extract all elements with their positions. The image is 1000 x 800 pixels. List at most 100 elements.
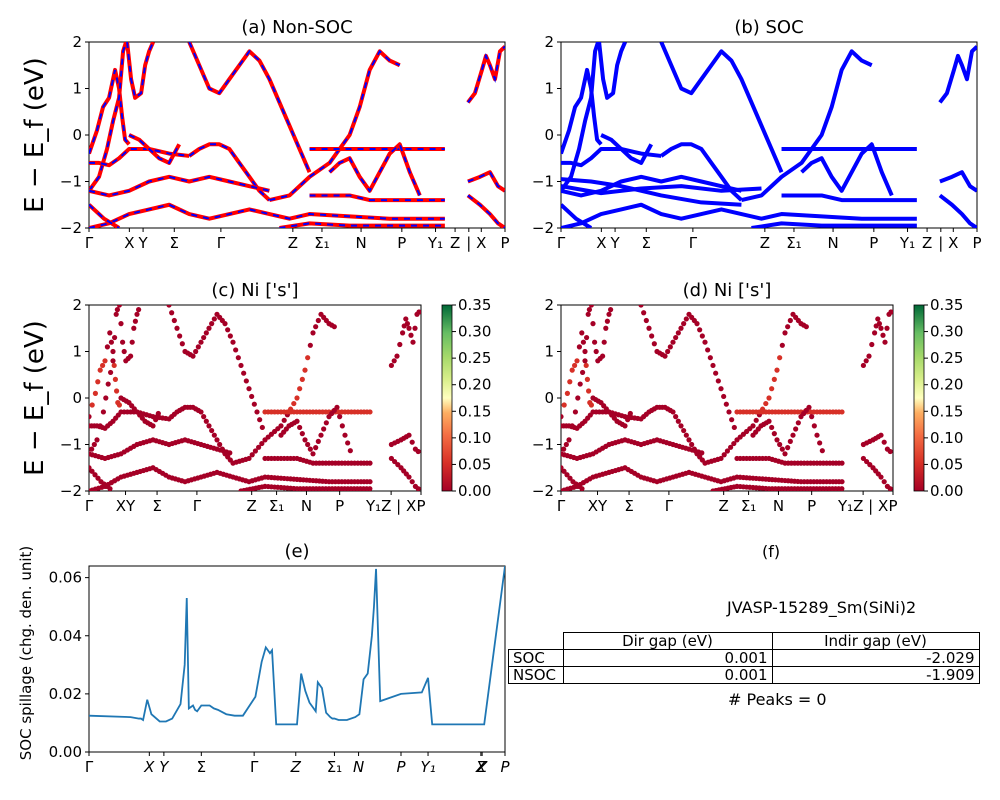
band-line — [561, 67, 603, 155]
x-tick-label: X — [948, 234, 958, 252]
scatter-point — [839, 460, 845, 466]
x-tick-label: P — [888, 497, 897, 515]
scatter-point — [564, 390, 571, 396]
band-line — [309, 193, 445, 203]
scatter-point — [409, 479, 415, 485]
scatter-point — [334, 404, 340, 410]
scatter-point — [675, 418, 681, 424]
colorbar — [913, 304, 925, 492]
scatter-point — [724, 448, 731, 454]
y-tick-label: 0.06 — [49, 569, 82, 587]
band-line-dash — [89, 203, 445, 228]
scatter-point — [297, 386, 303, 392]
x-tick-label: X — [596, 234, 606, 252]
scatter-point — [299, 376, 305, 382]
scatter-point — [774, 367, 780, 373]
band-line — [600, 133, 653, 165]
band-line — [659, 42, 784, 173]
scatter-point — [803, 324, 809, 330]
scatter-point — [136, 307, 142, 313]
scatter-point — [793, 426, 799, 432]
band-line — [561, 203, 593, 228]
scatter-point — [572, 362, 578, 369]
x-tick-label: Y₁ — [427, 234, 443, 252]
scatter-point — [206, 423, 212, 429]
colorbar-tick-label: 0.35 — [930, 296, 963, 314]
x-tick-label: N — [353, 758, 364, 776]
x-tick-label: Z — [288, 234, 298, 252]
scatter-point — [563, 441, 569, 448]
scatter-point — [249, 393, 255, 400]
scatter-point — [878, 432, 884, 438]
scatter-point — [331, 324, 337, 330]
x-tick-label: P — [396, 758, 406, 776]
scatter-point — [667, 344, 673, 350]
scatter-point — [416, 309, 421, 315]
scatter-point — [604, 318, 611, 324]
scatter-point — [723, 401, 729, 407]
scatter-point — [395, 462, 401, 468]
row-label-soc: SOC — [508, 649, 564, 667]
scatter-point — [307, 342, 313, 348]
scatter-point — [171, 317, 177, 324]
colorbar-tick-label: 0.20 — [930, 376, 963, 394]
scatter-point — [259, 440, 265, 447]
scatter-point — [404, 321, 410, 327]
scatter-point — [814, 432, 820, 438]
x-tick-label: Σ₁ — [314, 234, 330, 252]
band-line — [89, 174, 270, 198]
y-tick-label: 0 — [72, 126, 82, 144]
scatter-point — [367, 486, 373, 491]
colorbar-tick-label: 0.10 — [458, 429, 491, 447]
scatter-point — [128, 353, 134, 359]
colorbar-tick-label: 0.00 — [930, 482, 963, 500]
scatter-point — [582, 348, 588, 355]
scatter-point — [95, 475, 101, 481]
scatter-point — [622, 423, 628, 429]
scatter-point — [561, 446, 567, 452]
band-line — [561, 184, 762, 196]
scatter-point — [110, 358, 116, 364]
y-tick-label: −2 — [60, 219, 82, 237]
scatter-point — [318, 432, 324, 438]
scatter-point — [107, 486, 113, 491]
spillage-line — [89, 566, 505, 726]
scatter-point — [305, 355, 311, 361]
scatter-point — [839, 409, 845, 415]
scatter-point — [97, 367, 103, 373]
x-tick-label: P — [869, 234, 878, 252]
band-line-dash — [188, 143, 271, 201]
scatter-point — [600, 353, 606, 359]
table-row: SOC 0.001 -2.029 — [508, 649, 980, 667]
x-tick-label: Σ — [624, 497, 633, 515]
band-line — [597, 42, 627, 100]
scatter-point — [588, 305, 594, 308]
scatter-point — [113, 311, 119, 317]
scatter-point — [95, 379, 101, 385]
scatter-point — [583, 362, 589, 369]
x-tick-label: Y₁ — [420, 758, 435, 776]
scatter-point — [715, 378, 721, 384]
scatter-point — [777, 355, 783, 361]
scatter-point — [169, 310, 175, 316]
band-line — [938, 193, 977, 228]
scatter-point — [779, 446, 785, 452]
row-label-nsoc: NSOC — [508, 666, 564, 684]
scatter-point — [252, 448, 258, 454]
x-tick-label: Γ — [250, 758, 259, 776]
y-tick-label: 2 — [72, 296, 82, 314]
x-tick-label: Z — [476, 758, 488, 776]
scatter-point — [238, 362, 244, 369]
scatter-point — [190, 353, 196, 359]
x-tick-label: P — [500, 758, 510, 776]
scatter-point — [211, 316, 217, 322]
scatter-point — [713, 370, 719, 376]
panel-title: (e) — [284, 541, 309, 562]
scatter-point — [412, 325, 418, 331]
y-tick-label: 1 — [544, 80, 554, 98]
scatter-point — [809, 414, 815, 420]
soc-indir-gap: -2.029 — [771, 649, 980, 667]
scatter-point — [391, 358, 397, 364]
scatter-point — [415, 486, 421, 491]
